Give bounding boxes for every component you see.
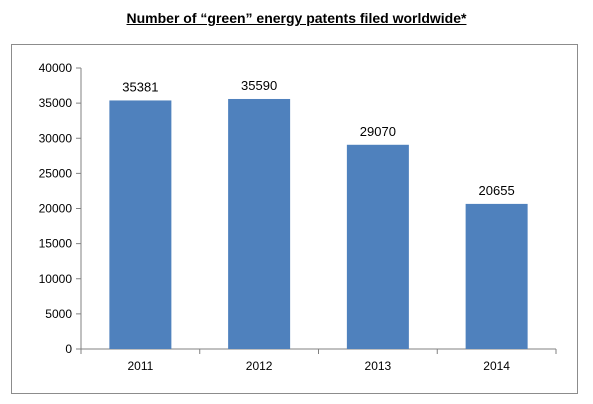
bar-2012 [228,98,291,349]
y-tick-label: 25000 [39,166,73,180]
y-tick-label: 15000 [39,237,73,251]
y-tick-label: 10000 [39,272,73,286]
x-tick-label-2013: 2013 [365,359,392,373]
y-tick-label: 0 [65,342,72,356]
y-tick-label: 5000 [45,307,72,321]
data-label-2013: 29070 [360,124,396,139]
bar-2011 [109,100,172,349]
x-tick-label-2012: 2012 [246,359,273,373]
x-tick-label-2011: 2011 [127,359,153,373]
y-tick-label: 30000 [39,131,73,145]
y-tick-label: 20000 [39,202,73,216]
data-label-2012: 35590 [241,78,277,93]
y-tick-label: 40000 [39,61,73,75]
x-tick-label-2014: 2014 [483,359,510,373]
chart-title: Number of “green” energy patents filed w… [126,10,467,26]
y-tick-label: 35000 [39,96,73,110]
data-label-2011: 35381 [122,79,158,94]
data-label-2014: 20655 [479,183,515,198]
bar-2014 [465,203,528,349]
bar-2013 [346,144,409,349]
